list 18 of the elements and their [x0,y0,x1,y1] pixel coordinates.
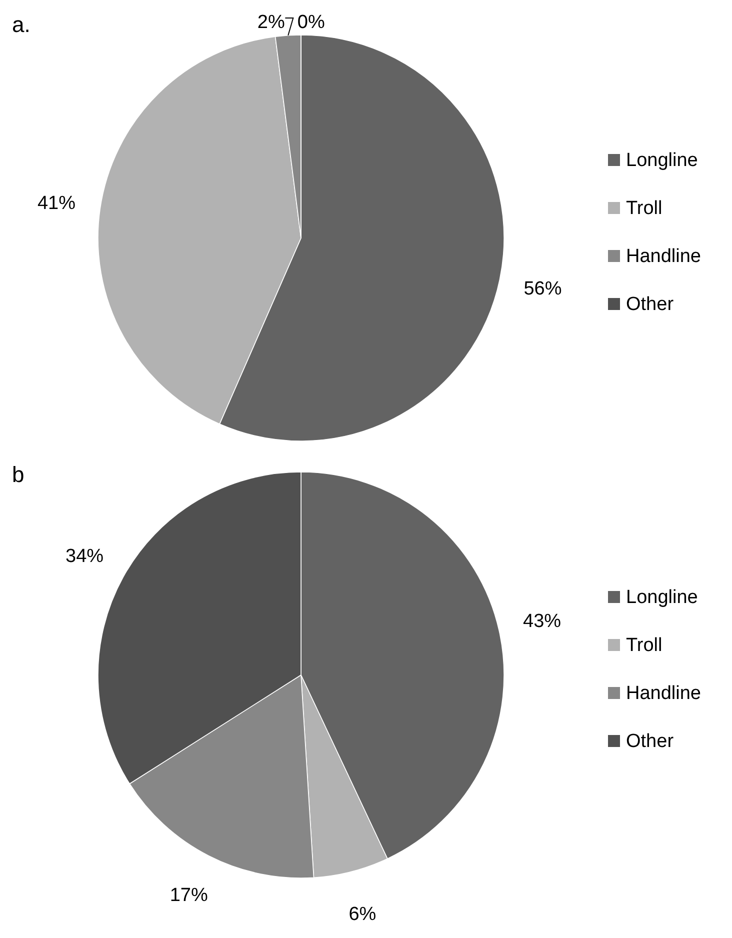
legend-label: Troll [626,198,662,219]
legend-label: Handline [626,246,701,267]
chart-title: a. [12,12,30,37]
chart-title: b [12,462,24,487]
legend-label: Longline [626,587,698,608]
legend-label: Longline [626,150,698,171]
data-label: 56% [524,278,562,300]
text: 0% [297,12,325,33]
data-label: 6% [348,904,376,926]
legend-label: Troll [626,635,662,656]
data-label: 43% [523,611,562,632]
legend-label: Other [626,294,674,315]
legend-label: Other [626,731,674,752]
data-label: 2% [257,12,285,33]
data-label: 34% [66,546,104,568]
data-label: 17% [170,885,208,906]
legend-label: Handline [626,683,701,704]
data-label: 41% [38,192,76,214]
